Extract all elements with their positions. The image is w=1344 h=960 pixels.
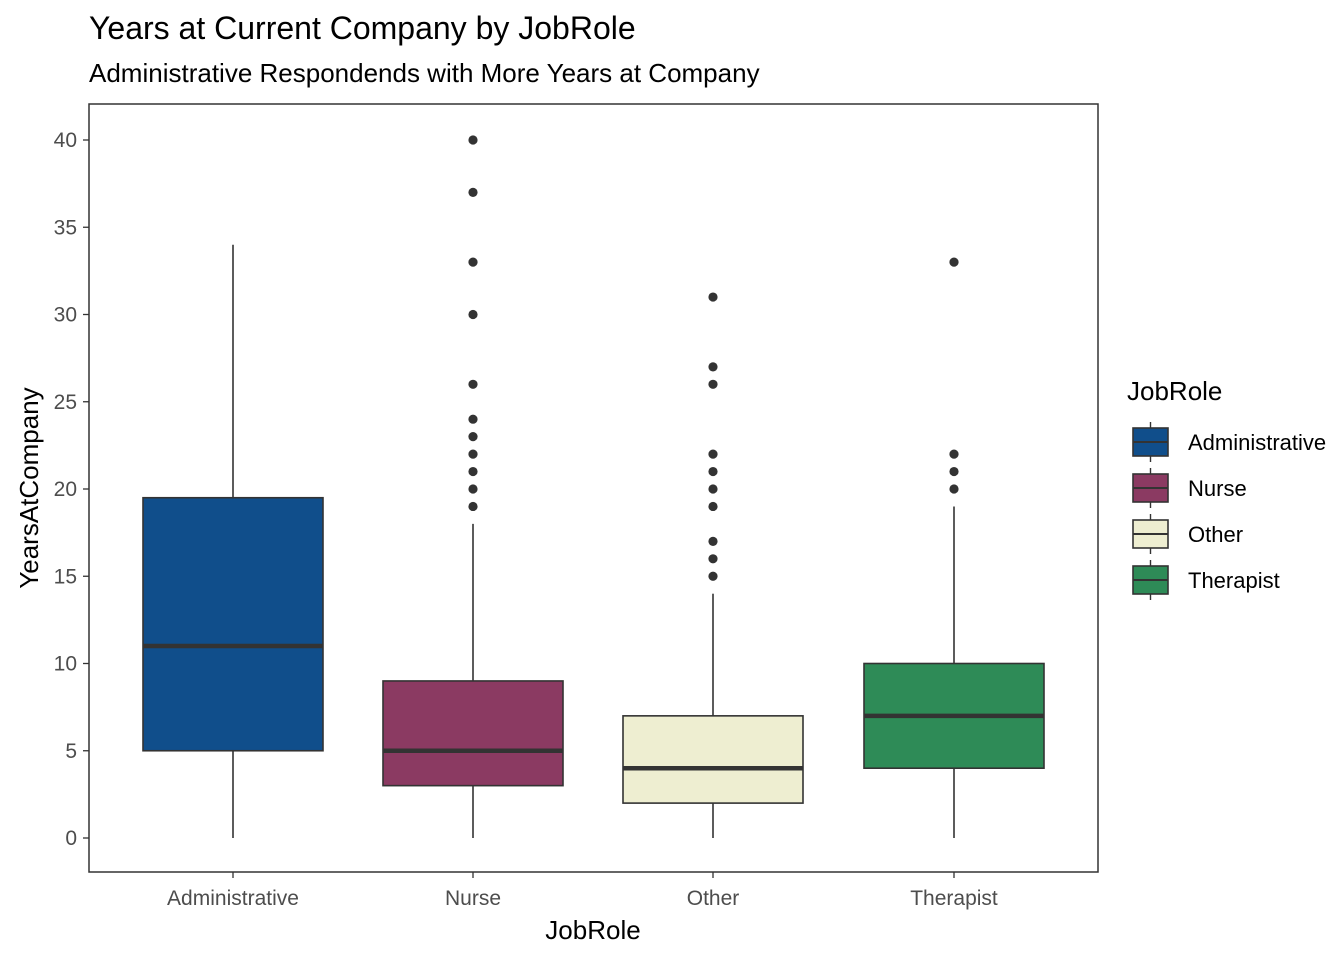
- legend-label: Therapist: [1188, 568, 1280, 593]
- legend-label: Other: [1188, 522, 1243, 547]
- legend-item: Therapist: [1132, 560, 1280, 600]
- y-tick-label: 5: [65, 740, 77, 763]
- box-group: [622, 292, 804, 838]
- outlier-point: [708, 362, 718, 372]
- outlier-point: [708, 379, 718, 389]
- boxes: [142, 135, 1045, 838]
- outlier-point: [468, 135, 478, 145]
- box-body: [382, 680, 564, 787]
- outlier-point: [468, 309, 478, 320]
- outlier-point: [468, 484, 478, 494]
- y-tick-label: 30: [54, 304, 77, 327]
- outlier-point: [468, 187, 478, 197]
- legend-item: Administrative: [1132, 422, 1326, 462]
- outlier-point: [708, 449, 718, 459]
- outlier-point: [708, 484, 718, 494]
- outlier-point: [708, 292, 718, 302]
- box-group: [142, 244, 324, 838]
- box-group: [382, 135, 564, 838]
- x-tick-label: Therapist: [910, 887, 998, 910]
- y-tick-label: 20: [54, 478, 77, 501]
- outlier-point: [468, 414, 478, 424]
- outlier-point: [468, 257, 478, 267]
- x-axis: Administrative Nurse Other Therapist: [167, 872, 998, 910]
- outlier-point: [708, 554, 718, 564]
- outlier-point: [468, 466, 478, 477]
- legend-item: Other: [1132, 514, 1243, 554]
- x-axis-title: JobRole: [545, 915, 640, 945]
- y-tick-label: 10: [54, 653, 77, 676]
- outlier-point: [708, 501, 718, 512]
- outlier-point: [468, 449, 478, 459]
- outlier-point: [708, 536, 718, 546]
- legend-label: Nurse: [1188, 476, 1247, 501]
- legend-item: Nurse: [1132, 468, 1247, 508]
- y-tick-label: 35: [54, 216, 77, 239]
- chart-subtitle: Administrative Respondends with More Yea…: [89, 58, 760, 88]
- outlier-point: [949, 484, 959, 494]
- box-group: [863, 257, 1045, 838]
- x-tick-label: Other: [687, 887, 740, 910]
- chart-title: Years at Current Company by JobRole: [89, 10, 636, 46]
- x-tick-label: Nurse: [445, 887, 501, 910]
- outlier-point: [949, 257, 959, 267]
- outlier-point: [468, 501, 478, 512]
- box-body: [142, 496, 324, 752]
- outlier-point: [949, 449, 959, 459]
- outlier-point: [708, 571, 718, 581]
- x-tick-label: Administrative: [167, 887, 299, 910]
- outlier-point: [949, 466, 959, 477]
- legend: JobRole Administrative Nurse Other Therapis…: [1127, 376, 1326, 600]
- box-body: [622, 715, 804, 804]
- y-tick-label: 0: [65, 827, 77, 850]
- y-axis-title: YearsAtCompany: [14, 387, 44, 588]
- legend-label: Administrative: [1188, 430, 1326, 455]
- y-tick-label: 15: [54, 565, 77, 588]
- outlier-point: [468, 379, 478, 389]
- outlier-point: [468, 432, 478, 442]
- y-axis: 0 5 10 15 20 25 30 35 40: [54, 129, 89, 850]
- outlier-point: [708, 466, 718, 477]
- y-tick-label: 40: [54, 129, 77, 152]
- legend-title: JobRole: [1127, 376, 1222, 406]
- y-tick-label: 25: [54, 391, 77, 414]
